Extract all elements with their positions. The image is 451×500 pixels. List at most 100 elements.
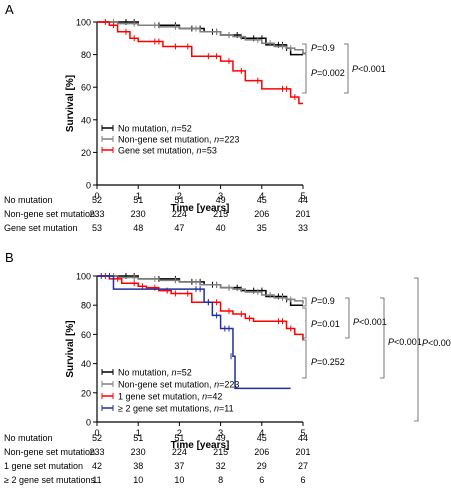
at-risk-value: 230: [131, 447, 146, 457]
y-tick-label: 80: [81, 50, 91, 60]
comparison-bracket: [302, 339, 307, 379]
p-value: P=0.9: [311, 43, 335, 53]
km-line-2: [97, 21, 304, 53]
at-risk-value: 33: [298, 223, 308, 233]
at-risk-label: No mutation: [4, 433, 53, 443]
at-risk-value: 35: [257, 223, 267, 233]
x-tick-label: 2: [177, 191, 182, 201]
y-tick-label: 0: [86, 181, 91, 191]
at-risk-value: 44: [298, 195, 308, 205]
at-risk-value: 52: [92, 433, 102, 443]
at-risk-value: 51: [133, 195, 143, 205]
x-axis-label: Time [years]: [171, 440, 230, 451]
at-risk-value: 6: [259, 475, 264, 485]
comparison-bracket: [414, 277, 419, 422]
y-tick-label: 60: [81, 330, 91, 340]
p-value: P<0.001: [352, 64, 386, 74]
at-risk-label: Non-gene set mutation: [4, 447, 95, 457]
at-risk-value: 27: [298, 461, 308, 471]
legend-entry: Non-gene set mutation, n=223: [118, 380, 239, 390]
at-risk-value: 37: [174, 461, 184, 471]
km-line-3: [97, 21, 303, 105]
at-risk-value: 29: [257, 461, 267, 471]
x-tick-label: 3: [218, 191, 223, 201]
p-value: P<0.001: [353, 317, 387, 327]
legend-entry: ≥ 2 gene set mutations, n=11: [118, 404, 234, 414]
x-tick-label: 5: [300, 428, 305, 438]
at-risk-value: 215: [213, 209, 228, 219]
at-risk-value: 47: [174, 223, 184, 233]
x-tick-label: 5: [300, 191, 305, 201]
x-tick-label: 1: [136, 191, 141, 201]
at-risk-value: 40: [216, 223, 226, 233]
p-value: P=0.252: [311, 357, 345, 367]
at-risk-value: 51: [133, 433, 143, 443]
at-risk-value: 49: [216, 433, 226, 443]
at-risk-value: 48: [133, 223, 143, 233]
y-tick-label: 60: [81, 83, 91, 93]
x-tick-label: 4: [259, 428, 264, 438]
legend-entry: No mutation, n=52: [118, 368, 192, 378]
at-risk-value: 8: [218, 475, 223, 485]
y-tick-label: 20: [81, 388, 91, 398]
at-risk-value: 6: [300, 475, 305, 485]
y-axis-label: Survival [%]: [65, 320, 76, 377]
legend-entry: No mutation, n=52: [118, 124, 192, 134]
y-tick-label: 20: [81, 148, 91, 158]
at-risk-value: 45: [257, 195, 267, 205]
x-tick-label: 4: [259, 191, 264, 201]
y-axis-label: Survival [%]: [65, 75, 76, 132]
comparison-bracket: [302, 307, 307, 339]
at-risk-value: 230: [131, 209, 146, 219]
at-risk-value: 32: [216, 461, 226, 471]
at-risk-value: 53: [92, 223, 102, 233]
at-risk-value: 38: [133, 461, 143, 471]
comparison-bracket: [302, 297, 307, 307]
at-risk-value: 49: [216, 195, 226, 205]
x-tick-label: 3: [218, 428, 223, 438]
at-risk-value: 224: [172, 209, 187, 219]
at-risk-value: 201: [295, 209, 310, 219]
p-value: P<0.001: [388, 337, 422, 347]
at-risk-label: 1 gene set mutation: [4, 461, 83, 471]
at-risk-value: 51: [174, 433, 184, 443]
y-tick-label: 100: [76, 272, 91, 282]
panel-label: B: [5, 250, 14, 265]
km-line-3: [97, 275, 304, 341]
at-risk-label: Non-gene set mutation: [4, 209, 95, 219]
x-tick-label: 0: [94, 191, 99, 201]
at-risk-value: 206: [254, 447, 269, 457]
at-risk-value: 11: [92, 475, 101, 485]
at-risk-value: 44: [298, 433, 308, 443]
legend-entry: Gene set mutation, n=53: [118, 146, 217, 156]
at-risk-label: No mutation: [4, 195, 53, 205]
at-risk-value: 45: [257, 433, 267, 443]
y-tick-label: 80: [81, 301, 91, 311]
p-value: P=0.002: [311, 68, 345, 78]
at-risk-value: 233: [89, 209, 104, 219]
at-risk-value: 42: [92, 461, 102, 471]
at-risk-value: 52: [92, 195, 102, 205]
at-risk-value: 201: [295, 447, 310, 457]
at-risk-label: ≥ 2 gene set mutations: [4, 475, 95, 485]
panel-label: A: [5, 2, 14, 17]
km-line-4: [97, 275, 291, 390]
x-tick-label: 0: [94, 428, 99, 438]
legend-entry: 1 gene set mutation, n=42: [118, 392, 222, 402]
at-risk-value: 233: [89, 447, 104, 457]
y-tick-label: 100: [76, 18, 91, 28]
comparison-bracket: [380, 297, 385, 379]
p-value: P<0.001: [422, 338, 451, 348]
at-risk-value: 10: [174, 475, 184, 485]
p-value: P=0.01: [311, 319, 340, 329]
legend-entry: Non-gene set mutation, n=223: [118, 135, 239, 145]
at-risk-label: Gene set mutation: [4, 223, 78, 233]
y-tick-label: 40: [81, 359, 91, 369]
at-risk-value: 51: [174, 195, 184, 205]
x-tick-label: 1: [136, 428, 141, 438]
at-risk-value: 224: [172, 447, 187, 457]
comparison-bracket: [345, 297, 350, 339]
